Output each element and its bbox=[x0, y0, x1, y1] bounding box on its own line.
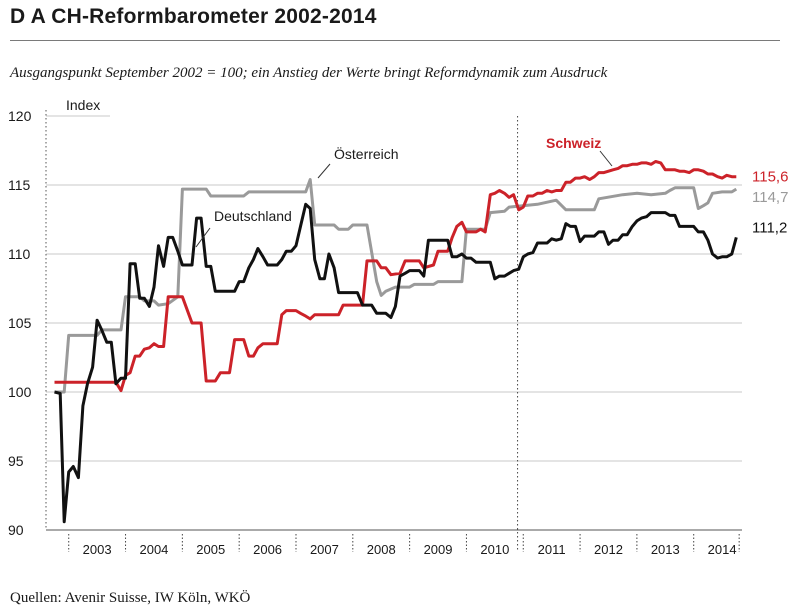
x-axis: 2003 2004 2005 2006 2007 2008 2009 2010 2011 2012… bbox=[46, 529, 742, 557]
grid-lines bbox=[45, 110, 742, 531]
x-tick-label-2007: 2007 bbox=[310, 542, 339, 557]
series-line-oesterreich bbox=[54, 178, 738, 394]
series-labels: 111,2 114,7 115,6 Deutschland Österreich Schw… bbox=[195, 135, 788, 248]
y-tick-label-110: 110 bbox=[8, 246, 31, 262]
y-axis-label: Index bbox=[66, 97, 100, 113]
y-tick-label-115: 115 bbox=[8, 177, 31, 193]
x-tick-label-2012: 2012 bbox=[594, 542, 623, 557]
end-label-schweiz: 115,6 bbox=[752, 169, 788, 186]
series-line-schweiz bbox=[54, 160, 737, 393]
x-tick-label-2008: 2008 bbox=[367, 542, 396, 557]
x-tick-label-2006: 2006 bbox=[253, 542, 282, 557]
annotation-deutschland: Deutschland bbox=[214, 208, 292, 224]
annotation-schweiz: Schweiz bbox=[546, 135, 601, 151]
end-label-deutschland: 111,2 bbox=[752, 219, 787, 236]
series-lines bbox=[54, 160, 738, 524]
x-tick-label-2009: 2009 bbox=[424, 542, 453, 557]
y-tick-label-120: 120 bbox=[8, 108, 32, 124]
x-tick-label-2004: 2004 bbox=[139, 542, 168, 557]
title-divider bbox=[10, 40, 780, 41]
series-line-deutschland bbox=[54, 202, 738, 524]
y-tick-label-95: 95 bbox=[8, 453, 24, 469]
x-tick-label-2014: 2014 bbox=[708, 542, 737, 557]
chart-title: D A CH-Reformbarometer 2002-2014 bbox=[10, 5, 377, 28]
y-tick-label-105: 105 bbox=[8, 315, 32, 331]
x-tick-label-2003: 2003 bbox=[83, 542, 112, 557]
x-tick-label-2013: 2013 bbox=[651, 542, 680, 557]
y-tick-label-100: 100 bbox=[8, 384, 32, 400]
source-note: Quellen: Avenir Suisse, IW Köln, WKÖ bbox=[10, 590, 251, 606]
annotation-leader-schweiz bbox=[599, 150, 613, 167]
annotation-leader-deutschland bbox=[195, 227, 211, 248]
y-tick-label-90: 90 bbox=[8, 522, 24, 538]
x-tick-label-2011: 2011 bbox=[538, 542, 566, 557]
x-tick-label-2010: 2010 bbox=[480, 542, 509, 557]
y-axis-ticks: 90 95 100 105 110 115 120 bbox=[8, 108, 32, 538]
end-label-oesterreich: 114,7 bbox=[752, 189, 788, 206]
x-tick-label-2005: 2005 bbox=[196, 542, 225, 557]
annotation-leader-oesterreich bbox=[317, 163, 331, 179]
annotation-oesterreich: Österreich bbox=[334, 145, 399, 162]
chart-subtitle: Ausgangspunkt September 2002 = 100; ein … bbox=[10, 65, 608, 81]
